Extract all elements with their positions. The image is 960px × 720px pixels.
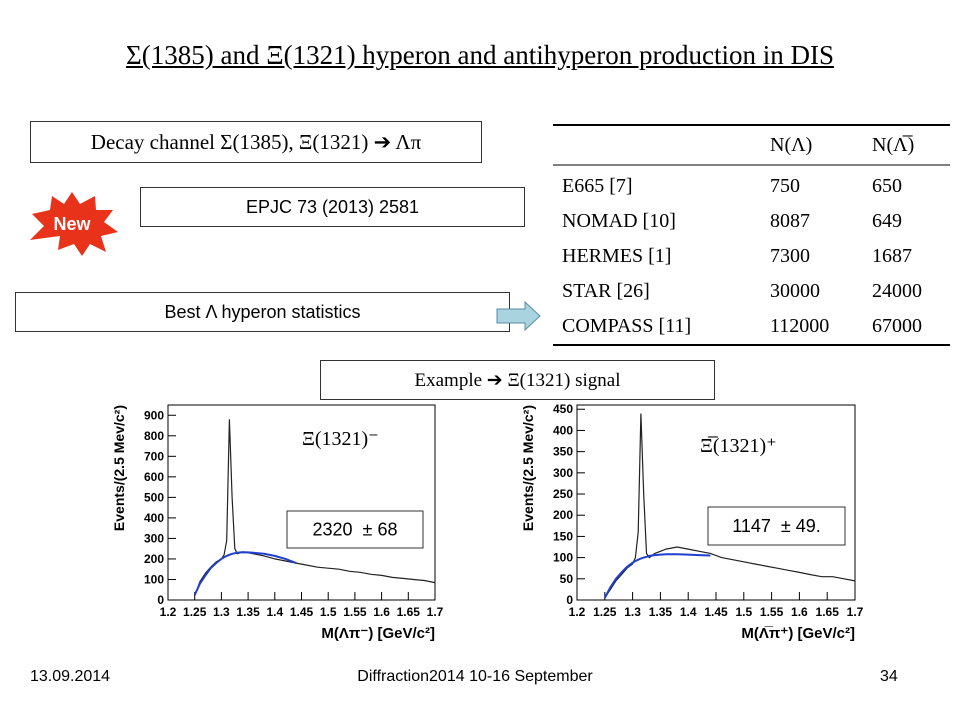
- y-tick-label: 900: [144, 408, 164, 422]
- result-text: 2320 ± 68: [313, 520, 398, 540]
- y-tick-label: 350: [553, 445, 573, 459]
- y-tick-label: 500: [144, 490, 164, 504]
- x-axis-label: M(Λπ⁻) [GeV/c²]: [321, 625, 435, 642]
- y-tick-label: 200: [553, 508, 573, 522]
- x-tick-label: 1.4: [266, 605, 283, 619]
- reference-box: EPJC 73 (2013) 2581: [140, 187, 525, 227]
- x-tick-label: 1.2: [160, 605, 177, 619]
- table-cell: COMPASS [11]: [562, 315, 691, 337]
- y-tick-label: 400: [144, 511, 164, 525]
- table-cell: 8087: [770, 210, 810, 232]
- x-tick-label: 1.3: [213, 605, 230, 619]
- y-tick-label: 300: [553, 466, 573, 480]
- fit-line: [193, 551, 297, 596]
- new-badge: [30, 192, 118, 256]
- y-tick-label: 50: [560, 572, 574, 586]
- statistics-box: Best Λ hyperon statistics: [15, 292, 510, 332]
- y-tick-label: 200: [144, 552, 164, 566]
- fit-line: [603, 553, 711, 599]
- x-axis-label: M(Λ̅π⁺) [GeV/c²]: [741, 625, 855, 642]
- result-text: 1147 ± 49.: [732, 516, 821, 536]
- y-tick-label: 0: [566, 593, 573, 607]
- table-cell: 112000: [770, 315, 829, 337]
- table-cell: 7300: [770, 245, 810, 267]
- y-tick-label: 250: [553, 487, 573, 501]
- table-cell: 750: [770, 175, 800, 197]
- x-tick-label: 1.2: [569, 605, 586, 619]
- table-cell: STAR [26]: [562, 280, 650, 302]
- x-tick-label: 1.35: [649, 605, 673, 619]
- plot-annotation: Ξ(1321)⁻: [302, 428, 379, 450]
- footer-page: 34: [880, 668, 898, 685]
- table-cell: HERMES [1]: [562, 245, 671, 267]
- y-tick-label: 600: [144, 470, 164, 484]
- result-box: [707, 506, 846, 546]
- x-tick-label: 1.35: [236, 605, 260, 619]
- table-cell: 67000: [872, 315, 922, 337]
- x-tick-label: 1.55: [343, 605, 367, 619]
- plot-annotation: Ξ̅(1321)⁺: [700, 435, 777, 457]
- x-tick-label: 1.6: [373, 605, 390, 619]
- y-tick-label: 400: [553, 423, 573, 437]
- table-cell: E665 [7]: [562, 175, 633, 197]
- plot-frame: [167, 404, 436, 601]
- y-tick-label: 100: [144, 572, 164, 586]
- x-tick-label: 1.6: [791, 605, 808, 619]
- y-tick-label: 0: [157, 593, 164, 607]
- badge-text: New: [53, 214, 91, 234]
- table-cell: 1687: [872, 245, 912, 267]
- x-tick-label: 1.25: [593, 605, 617, 619]
- footer-event: Diffraction2014 10-16 September: [357, 668, 593, 685]
- x-tick-label: 1.3: [624, 605, 641, 619]
- y-tick-label: 450: [553, 402, 573, 416]
- table-cell: 649: [872, 210, 902, 232]
- y-tick-label: 700: [144, 449, 164, 463]
- x-tick-label: 1.65: [397, 605, 421, 619]
- table-cell: NOMAD [10]: [562, 210, 676, 232]
- x-tick-label: 1.4: [680, 605, 697, 619]
- x-tick-label: 1.45: [704, 605, 728, 619]
- histogram-line: [194, 419, 436, 597]
- x-tick-label: 1.5: [735, 605, 752, 619]
- y-axis-label: Events/(2.5 Mev/c²): [111, 405, 127, 531]
- x-tick-label: 1.65: [816, 605, 840, 619]
- x-tick-label: 1.55: [760, 605, 784, 619]
- table-cell: 24000: [872, 280, 922, 302]
- table-header: N(Λ̅): [872, 134, 914, 156]
- x-tick-label: 1.25: [183, 605, 207, 619]
- slide-title: Σ(1385) and Ξ(1321) hyperon and antihype…: [126, 40, 834, 70]
- y-tick-label: 100: [553, 551, 573, 565]
- x-tick-label: 1.7: [427, 605, 444, 619]
- x-tick-label: 1.5: [320, 605, 337, 619]
- y-tick-label: 150: [553, 529, 573, 543]
- x-tick-label: 1.45: [290, 605, 314, 619]
- y-tick-label: 800: [144, 429, 164, 443]
- table-cell: 650: [872, 175, 902, 197]
- y-tick-label: 300: [144, 531, 164, 545]
- footer-date: 13.09.2014: [30, 668, 111, 685]
- y-axis-label: Events/(2.5 Mev/c²): [520, 405, 536, 531]
- example-box: Example ➔ Ξ(1321) signal: [320, 360, 715, 400]
- plot-frame: [576, 404, 856, 601]
- result-box: [286, 510, 424, 549]
- x-tick-label: 1.7: [847, 605, 864, 619]
- table-cell: 30000: [770, 280, 820, 302]
- table-header: N(Λ): [770, 134, 812, 156]
- decay-box: Decay channel Σ(1385), Ξ(1321) ➔ Λπ: [30, 121, 482, 163]
- histogram-line: [604, 413, 856, 599]
